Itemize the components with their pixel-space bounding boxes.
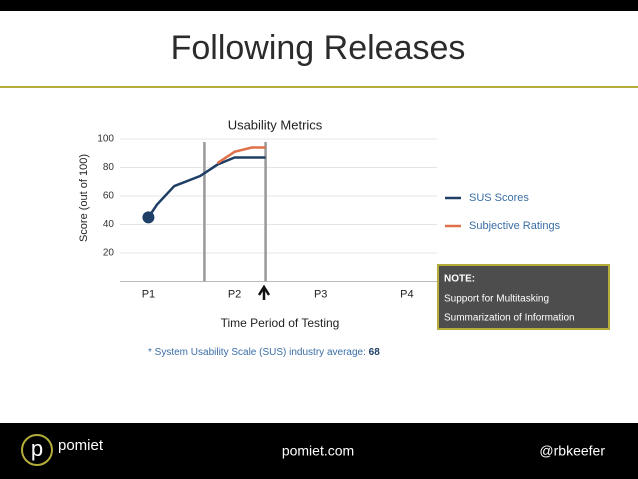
footer-bar <box>0 423 638 479</box>
note-line: Support for Multitasking <box>444 294 549 305</box>
slide-title: Following Releases <box>171 29 466 67</box>
footer-site: pomiet.com <box>282 443 354 459</box>
chart-title: Usability Metrics <box>228 117 323 132</box>
footnote-value: 68 <box>369 347 381 358</box>
series-line <box>147 156 266 219</box>
logo-ring <box>21 434 53 466</box>
y-tick-label: 60 <box>103 191 115 202</box>
footer-brand: pomiet <box>58 437 104 454</box>
y-tick-label: 100 <box>97 134 114 145</box>
top-bar <box>0 0 638 11</box>
legend-label: SUS Scores <box>469 192 529 204</box>
footer-handle: @rbkeefer <box>539 443 605 459</box>
legend-label: Subjective Ratings <box>469 220 561 232</box>
y-tick-label: 40 <box>103 219 115 230</box>
y-tick-label: 20 <box>103 248 115 259</box>
series-line <box>216 146 266 165</box>
y-tick-label: 80 <box>103 162 115 173</box>
marker <box>142 211 155 224</box>
x-tick-label: P4 <box>400 288 413 300</box>
y-axis-label: Score (out of 100) <box>78 154 90 242</box>
footnote: * System Usability Scale (SUS) industry … <box>148 347 380 358</box>
x-tick-label: P1 <box>142 288 155 300</box>
title-rule <box>0 86 638 88</box>
note-heading: NOTE: <box>444 274 475 285</box>
arrow <box>257 284 271 300</box>
x-tick-label: P2 <box>228 288 241 300</box>
footnote-text: * System Usability Scale (SUS) industry … <box>148 347 369 358</box>
x-axis-label: Time Period of Testing <box>221 316 340 330</box>
note-line: Summarization of Information <box>444 313 575 324</box>
note-box <box>437 264 610 330</box>
logo-letter: p <box>31 436 43 461</box>
x-tick-label: P3 <box>314 288 327 300</box>
